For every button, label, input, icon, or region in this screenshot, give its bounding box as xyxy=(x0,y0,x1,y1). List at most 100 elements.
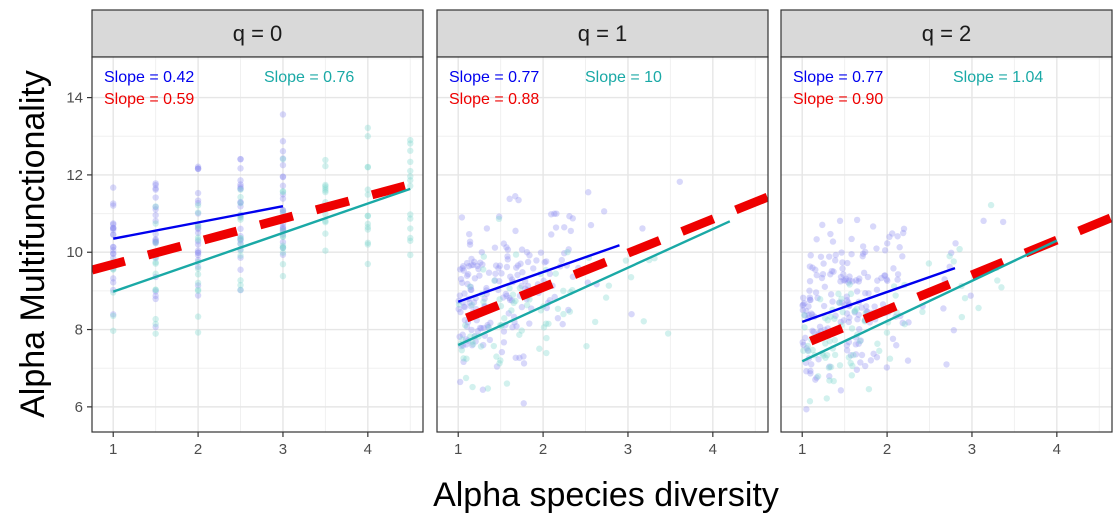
data-point xyxy=(925,260,933,267)
data-point xyxy=(480,253,488,260)
data-point xyxy=(799,339,806,346)
fit-lines xyxy=(92,180,412,293)
data-point xyxy=(237,252,244,259)
data-point xyxy=(998,284,1005,291)
data-point xyxy=(861,362,869,370)
data-point xyxy=(491,277,498,284)
x-tick-label: 2 xyxy=(194,441,202,458)
data-point xyxy=(237,254,244,261)
data-point xyxy=(152,211,159,219)
data-point xyxy=(823,395,830,402)
data-point xyxy=(812,376,819,383)
data-point xyxy=(858,304,865,311)
data-point xyxy=(878,274,885,282)
data-point xyxy=(826,338,833,345)
data-point xyxy=(817,253,825,260)
data-point xyxy=(838,299,846,306)
data-point xyxy=(364,191,372,198)
data-point xyxy=(467,283,474,291)
data-point xyxy=(364,223,372,231)
data-point xyxy=(364,212,372,220)
data-point xyxy=(279,260,287,268)
data-point xyxy=(516,284,524,292)
data-point xyxy=(821,314,829,322)
data-point xyxy=(152,292,159,300)
data-point xyxy=(458,279,466,286)
y-tick-label: 12 xyxy=(66,167,83,184)
data-point xyxy=(806,296,814,303)
data-point xyxy=(832,312,839,319)
data-point xyxy=(465,271,472,278)
data-point xyxy=(459,331,466,338)
data-point xyxy=(110,243,117,251)
data-point xyxy=(859,252,866,260)
data-point xyxy=(943,361,950,368)
slope-annotation-teal: Slope = 1.04 xyxy=(953,69,1043,86)
data-point xyxy=(827,271,834,278)
data-point xyxy=(110,224,117,232)
data-point xyxy=(543,349,550,357)
data-point xyxy=(194,199,202,207)
data-point xyxy=(825,364,833,371)
data-point xyxy=(455,301,463,308)
data-point xyxy=(837,318,844,326)
data-point xyxy=(237,216,244,223)
data-point xyxy=(860,269,868,277)
data-point xyxy=(839,265,846,272)
data-point xyxy=(874,340,881,347)
data-point xyxy=(865,385,873,393)
panel-1: q = 0 Slope = 0.42 Slope = 0.59 Slope = 0.7… xyxy=(66,9,424,458)
data-point xyxy=(509,291,517,298)
data-point xyxy=(583,342,590,350)
data-point xyxy=(279,226,287,233)
data-point xyxy=(480,298,487,306)
data-point xyxy=(852,277,860,284)
data-point xyxy=(886,233,893,241)
data-point xyxy=(506,285,513,292)
data-point xyxy=(858,351,866,359)
data-point xyxy=(322,162,329,170)
data-point xyxy=(807,370,814,377)
data-point xyxy=(508,297,516,304)
slope-annotation-red: Slope = 0.90 xyxy=(793,91,883,108)
data-point xyxy=(194,286,202,293)
data-point xyxy=(884,277,891,284)
data-point xyxy=(813,236,820,243)
data-point xyxy=(364,212,372,219)
data-point xyxy=(194,234,202,241)
x-tick-label: 1 xyxy=(798,441,806,458)
data-point xyxy=(864,273,872,281)
x-tick-label: 3 xyxy=(968,441,976,458)
data-point xyxy=(503,263,511,271)
data-point xyxy=(852,351,860,358)
data-point xyxy=(513,323,520,330)
data-point xyxy=(500,328,508,335)
data-point xyxy=(457,308,464,316)
data-point xyxy=(463,259,471,267)
panel-border xyxy=(780,56,1113,433)
data-point xyxy=(664,330,672,337)
data-point xyxy=(831,336,839,344)
data-point xyxy=(237,214,244,221)
data-point xyxy=(194,229,202,237)
data-point xyxy=(806,287,813,294)
data-point xyxy=(950,258,957,265)
data-point xyxy=(530,265,537,272)
data-point xyxy=(514,271,521,279)
data-point xyxy=(152,194,159,201)
data-point xyxy=(876,347,883,355)
data-point xyxy=(873,245,880,252)
slope-annotation-red: Slope = 0.88 xyxy=(449,91,539,108)
data-point xyxy=(194,251,202,259)
data-point xyxy=(407,167,414,175)
data-point xyxy=(800,301,807,308)
data-point xyxy=(558,256,565,264)
blue-fit-line xyxy=(112,205,284,240)
data-point xyxy=(540,324,548,331)
data-point xyxy=(479,266,487,273)
data-point xyxy=(547,211,555,218)
data-point xyxy=(520,400,527,407)
data-point xyxy=(152,236,159,243)
data-point xyxy=(537,249,545,256)
slope-annotation-red: Slope = 0.59 xyxy=(104,91,194,108)
